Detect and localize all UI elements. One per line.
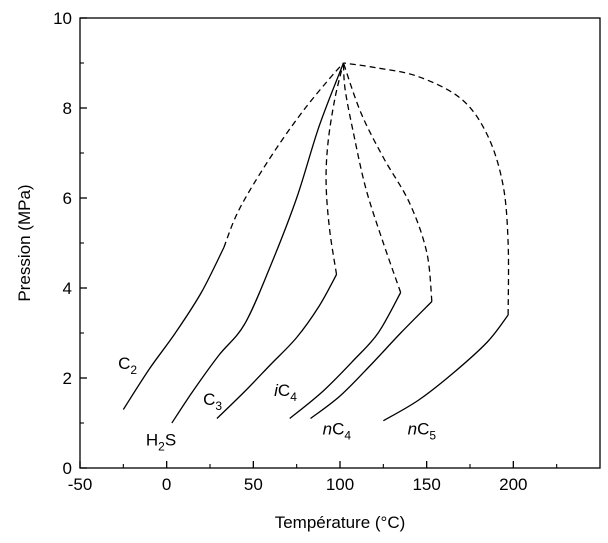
- y-tick-label: 2: [63, 369, 72, 388]
- curve-c2-dashed: [223, 62, 344, 248]
- x-tick-label: 100: [326, 475, 354, 494]
- x-tick-label: 50: [244, 475, 263, 494]
- curve-ic4-dashed: [342, 62, 402, 293]
- x-tick-label: -50: [68, 475, 93, 494]
- curve-c3-solid: [216, 274, 338, 419]
- series-label: C3: [203, 390, 222, 413]
- curve-h2s-solid: [171, 62, 345, 424]
- y-tick-label: 4: [63, 279, 72, 298]
- series-label: nC5: [408, 419, 437, 442]
- y-tick-label: 6: [63, 189, 72, 208]
- curve-ic4-solid: [289, 292, 402, 420]
- x-axis-title: Température (°C): [275, 513, 406, 532]
- series-label: iC4: [274, 381, 297, 404]
- axis-ticks: [79, 17, 558, 469]
- y-axis-title: Pression (MPa): [15, 184, 34, 301]
- series-label: nC4: [323, 419, 352, 442]
- curve-nc4-dashed: [342, 62, 433, 302]
- curve-c3-dashed: [325, 62, 345, 275]
- curve-c2-solid: [122, 247, 225, 410]
- y-tick-label: 8: [63, 99, 72, 118]
- y-tick-label: 0: [63, 459, 72, 478]
- curve-nc5-solid: [383, 314, 509, 422]
- series-label: C2: [118, 354, 137, 377]
- curve-nc4-solid: [310, 301, 433, 420]
- x-tick-label: 150: [412, 475, 440, 494]
- y-tick-label: 10: [53, 9, 72, 28]
- plot-frame: [79, 17, 601, 469]
- series-labels: C2 H2S C3 iC4 nC4 nC5: [118, 354, 436, 454]
- curve-nc5-dashed: [343, 62, 510, 316]
- series-label: H2S: [146, 431, 176, 454]
- curves-group: [122, 62, 510, 424]
- x-tick-label: 0: [162, 475, 171, 494]
- x-tick-label: 200: [499, 475, 527, 494]
